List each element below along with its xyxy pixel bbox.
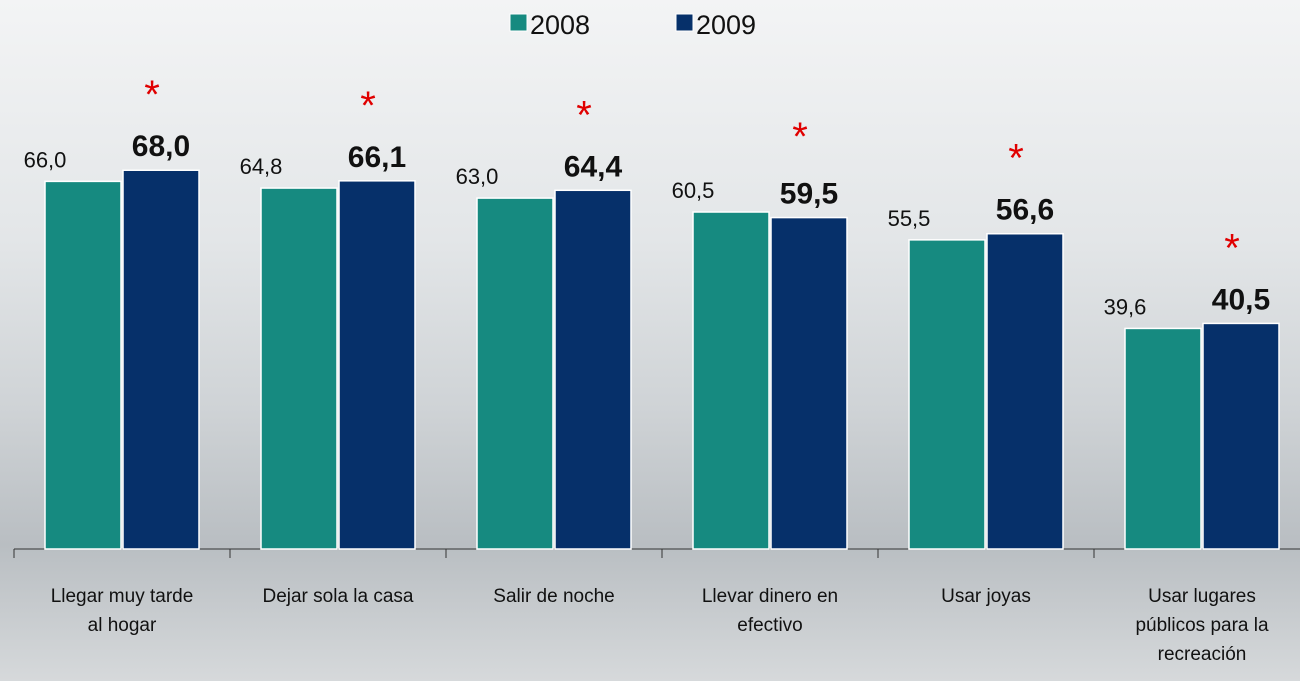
value-label: 68,0 (132, 130, 190, 163)
bar (987, 234, 1063, 549)
x-tick-label: Salir de noche (449, 582, 659, 611)
legend-label: 2008 (530, 10, 590, 40)
bar (261, 188, 337, 549)
legend-label: 2009 (696, 10, 756, 40)
value-label: 60,5 (672, 178, 715, 203)
bar (1203, 323, 1279, 549)
bar (1125, 328, 1201, 549)
significance-marker: * (792, 115, 808, 159)
chart: 2008 2009 66,0 68,0 * 64,8 66,1 * 63,0 64,4 * 60,5 5… (0, 0, 1300, 681)
bar (771, 218, 847, 549)
bar (477, 198, 553, 549)
significance-marker: * (576, 93, 592, 137)
legend-swatch (676, 14, 693, 31)
bar (555, 190, 631, 549)
value-label: 39,6 (1104, 294, 1147, 319)
significance-marker: * (1008, 137, 1024, 181)
value-label: 64,4 (564, 150, 623, 183)
legend-swatch (510, 14, 527, 31)
value-label: 66,0 (24, 147, 67, 172)
x-tick-label: Llevar dinero en efectivo (665, 582, 875, 640)
value-label: 59,5 (780, 178, 838, 211)
page: 2008 2009 66,0 68,0 * 64,8 66,1 * 63,0 64,4 * 60,5 5… (0, 0, 1300, 681)
significance-marker: * (1224, 226, 1240, 270)
value-label: 55,5 (888, 206, 931, 231)
bar (45, 181, 121, 549)
bar (909, 240, 985, 549)
value-label: 63,0 (456, 164, 499, 189)
x-tick-label: Llegar muy tarde al hogar (17, 582, 227, 640)
bar (693, 212, 769, 549)
bar (339, 181, 415, 549)
x-tick-label: Dejar sola la casa (233, 582, 443, 611)
value-label: 40,5 (1212, 283, 1270, 316)
significance-marker: * (360, 84, 376, 128)
value-label: 64,8 (240, 154, 283, 179)
x-tick-label: Usar joyas (881, 582, 1091, 611)
value-label: 56,6 (996, 194, 1054, 227)
bar (123, 170, 199, 549)
significance-marker: * (144, 73, 160, 117)
x-tick-label: Usar lugares públicos para la recreación (1097, 582, 1300, 669)
value-label: 66,1 (348, 141, 406, 174)
